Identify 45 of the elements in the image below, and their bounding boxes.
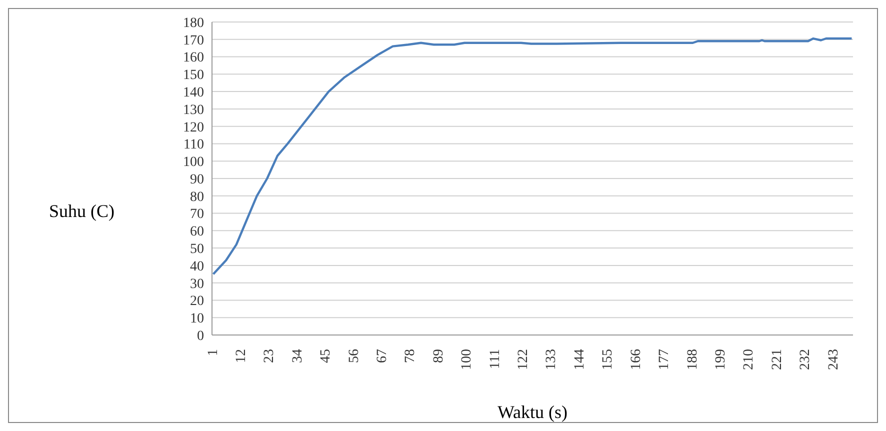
y-tick-label: 60 bbox=[190, 224, 204, 240]
y-tick-label: 40 bbox=[190, 259, 204, 274]
x-tick-label: 232 bbox=[798, 349, 814, 370]
x-tick-label: 89 bbox=[431, 349, 446, 363]
x-tick-label: 111 bbox=[488, 349, 503, 369]
x-tick-label: 78 bbox=[403, 349, 418, 363]
x-tick-label: 122 bbox=[516, 349, 532, 370]
x-tick-label: 56 bbox=[346, 349, 362, 363]
x-tick-label: 155 bbox=[600, 349, 616, 370]
y-tick-label: 170 bbox=[183, 33, 204, 48]
line-series bbox=[212, 37, 853, 276]
x-tick-label: 221 bbox=[770, 349, 785, 370]
x-tick-label: 67 bbox=[375, 349, 390, 363]
x-tick-label: 12 bbox=[234, 349, 249, 363]
x-tick-label: 45 bbox=[318, 349, 334, 363]
x-tick-label: 177 bbox=[657, 349, 672, 370]
x-tick-label: 144 bbox=[572, 349, 588, 370]
x-tick-label: 23 bbox=[262, 349, 278, 363]
y-tick-label: 180 bbox=[183, 16, 204, 31]
x-tick-label: 100 bbox=[460, 349, 475, 370]
x-tick-label: 199 bbox=[713, 349, 728, 370]
y-tick-label: 70 bbox=[190, 207, 204, 222]
y-tick-label: 80 bbox=[190, 190, 204, 205]
y-tick-label: 160 bbox=[183, 50, 204, 66]
y-tick-label: 140 bbox=[183, 86, 204, 101]
x-tick-label: 210 bbox=[742, 349, 757, 370]
y-tick-label: 110 bbox=[184, 138, 204, 153]
y-tick-label: 10 bbox=[190, 312, 204, 327]
x-tick-label: 34 bbox=[290, 349, 306, 363]
y-tick-label: 20 bbox=[190, 294, 204, 310]
y-axis-title: Suhu (C) bbox=[49, 201, 115, 222]
y-tick-label: 100 bbox=[183, 155, 204, 170]
y-tick-label: 150 bbox=[183, 68, 204, 84]
x-tick-label: 166 bbox=[628, 349, 644, 370]
x-tick-label: 1 bbox=[206, 349, 221, 356]
y-tick-label: 120 bbox=[183, 120, 204, 136]
y-tick-label: 90 bbox=[190, 172, 204, 188]
y-tick-label: 50 bbox=[190, 242, 204, 258]
y-tick-label: 30 bbox=[190, 276, 204, 292]
x-axis-title: Waktu (s) bbox=[497, 402, 568, 422]
x-tick-label: 243 bbox=[826, 349, 842, 370]
y-tick-label: 0 bbox=[197, 328, 204, 344]
y-tick-label: 130 bbox=[183, 102, 204, 118]
x-tick-label: 188 bbox=[685, 349, 700, 370]
x-tick-label: 133 bbox=[544, 349, 560, 370]
